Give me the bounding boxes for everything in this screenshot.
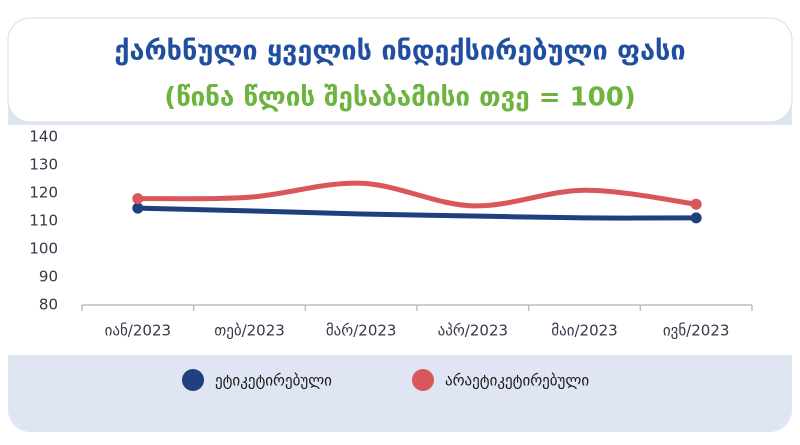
x-tick-label: მარ/2023 (326, 322, 397, 340)
y-tick-label: 120 (29, 184, 58, 202)
legend-label: ეტიკეტირებული (215, 372, 332, 390)
chart-subtitle: (წინა წლის შესაბამისი თვე = 100) (164, 83, 636, 113)
y-tick-label: 140 (29, 128, 58, 146)
plot-panel (8, 125, 792, 355)
x-tick-label: ივნ/2023 (663, 322, 730, 340)
y-tick-label: 130 (29, 156, 58, 174)
series-line (135, 180, 699, 209)
end-point (690, 198, 702, 210)
x-tick-label: მაი/2023 (551, 322, 617, 340)
header-panel (7, 17, 793, 123)
series-line (135, 205, 699, 221)
y-tick-label: 90 (39, 268, 58, 286)
legend-label: არაეტიკეტირებული (445, 372, 589, 390)
x-tick-label: აპრ/2023 (438, 322, 508, 340)
y-tick-label: 80 (39, 296, 58, 314)
legend-marker (412, 369, 434, 391)
end-point (132, 193, 144, 205)
end-point (690, 212, 702, 224)
end-point (132, 202, 144, 214)
x-tick-label: იან/2023 (105, 322, 171, 340)
legend-marker (182, 369, 204, 391)
y-tick-label: 100 (29, 240, 58, 258)
x-tick-label: თებ/2023 (214, 322, 285, 340)
chart-title: ქარხნული ყველის ინდექსირებული ფასი (114, 36, 685, 67)
y-tick-label: 110 (29, 212, 58, 230)
